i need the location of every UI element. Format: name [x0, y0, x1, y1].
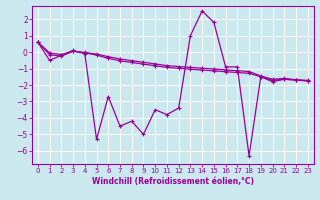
- X-axis label: Windchill (Refroidissement éolien,°C): Windchill (Refroidissement éolien,°C): [92, 177, 254, 186]
